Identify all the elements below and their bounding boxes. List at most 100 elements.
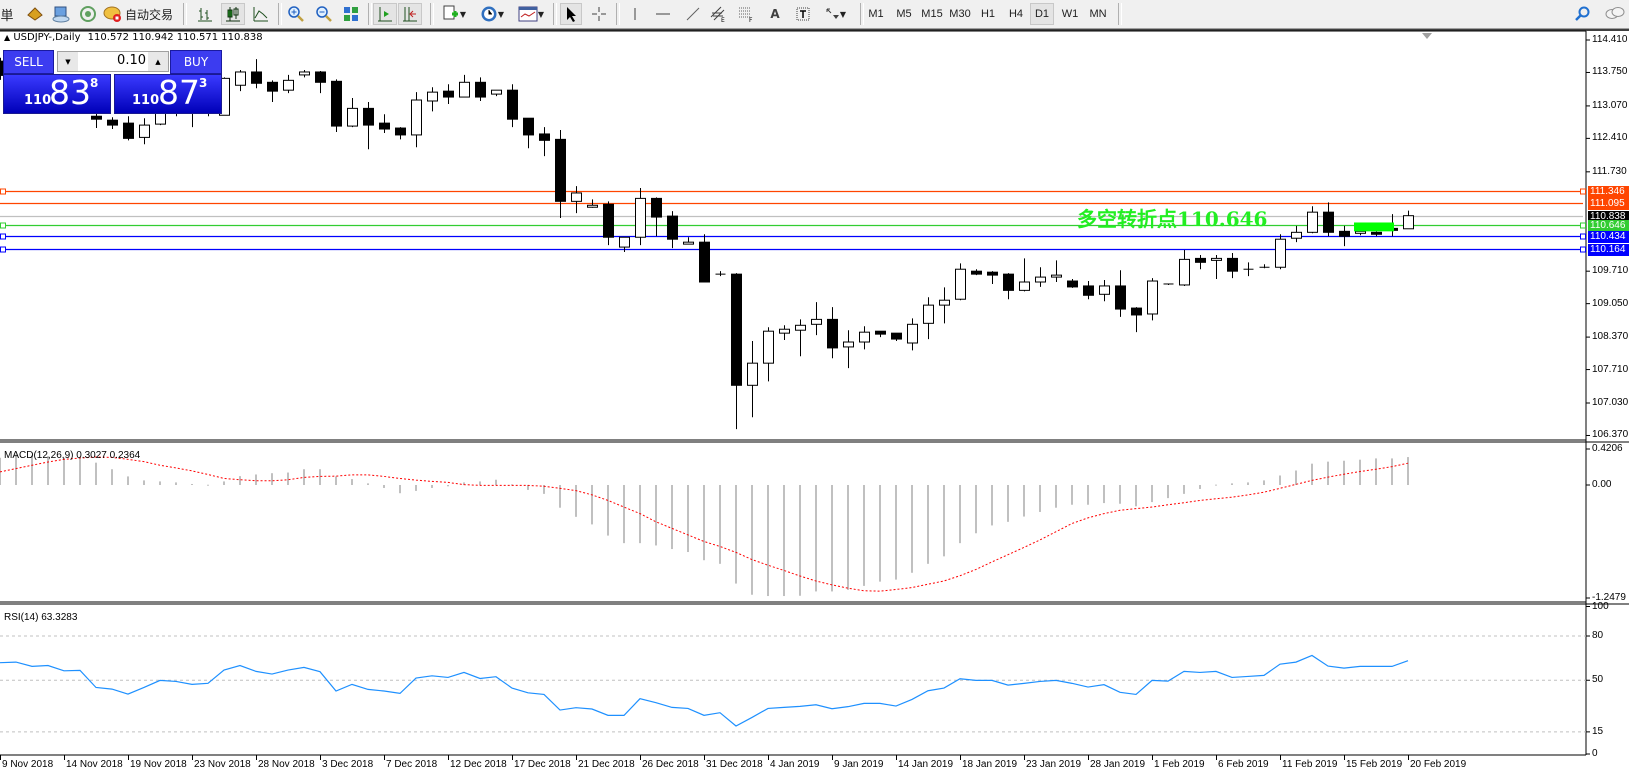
- candle: [1147, 278, 1158, 321]
- rectangle-object[interactable]: [1354, 222, 1394, 232]
- vertical-line-button[interactable]: [625, 3, 645, 25]
- timeframe-h4[interactable]: H4: [1008, 8, 1024, 20]
- pivot-annotation[interactable]: 多空转折点110.646: [1077, 207, 1268, 231]
- macd-bar: [559, 485, 561, 508]
- zoom-out-button[interactable]: [313, 3, 335, 25]
- equidistant-channel-button[interactable]: E: [707, 3, 729, 25]
- symbol-timeframe: USDJPY-,Daily: [13, 32, 81, 43]
- trendline-button[interactable]: [682, 3, 704, 25]
- candlestick-button[interactable]: [221, 3, 245, 25]
- lot-increase-button[interactable]: ▲: [148, 52, 168, 71]
- separator: [183, 3, 187, 25]
- level-anchor-left[interactable]: [0, 222, 6, 229]
- macd-bar: [319, 469, 321, 485]
- menu-button[interactable]: 単: [0, 8, 14, 24]
- level-anchor-right[interactable]: [1580, 246, 1586, 253]
- signal-icon[interactable]: [77, 3, 99, 25]
- candle: [859, 326, 870, 350]
- macd-bar: [31, 455, 33, 485]
- candle-body: [1211, 257, 1222, 261]
- lot-size-field[interactable]: ▼ 0.10 ▲: [57, 51, 169, 72]
- level-anchor-right[interactable]: [1580, 188, 1586, 195]
- timeframe-d1[interactable]: D1: [1030, 3, 1054, 25]
- candle: [1163, 283, 1174, 285]
- zoom-in-button[interactable]: [285, 3, 307, 25]
- book-icon[interactable]: [24, 3, 46, 25]
- bar-chart-button[interactable]: [194, 3, 216, 25]
- crosshair-icon: [592, 7, 606, 21]
- candle-body: [987, 271, 998, 276]
- indicators-button[interactable]: ▼: [437, 3, 471, 25]
- horizontal-line-button[interactable]: [652, 3, 674, 25]
- fibonacci-button[interactable]: F: [735, 3, 757, 25]
- candle-body: [139, 124, 150, 138]
- candle: [1371, 231, 1382, 237]
- timeframe-m5[interactable]: M5: [896, 8, 912, 20]
- candle: [923, 297, 934, 340]
- timeframe-m15[interactable]: M15: [921, 8, 943, 20]
- sell-button[interactable]: SELL: [3, 50, 54, 74]
- green-rectangle[interactable]: [1354, 222, 1394, 232]
- macd-bar: [255, 474, 257, 485]
- candle-body: [651, 197, 662, 218]
- candle: [363, 101, 374, 150]
- autotrading-button[interactable]: 自动交易: [103, 3, 177, 25]
- candle-body: [811, 318, 822, 325]
- lot-decrease-button[interactable]: ▼: [58, 52, 78, 71]
- timeframe-m1[interactable]: M1: [868, 8, 884, 20]
- buy-price[interactable]: 110 87 3: [114, 73, 222, 114]
- line-chart-button[interactable]: [250, 3, 272, 25]
- level-anchor-left[interactable]: [0, 188, 6, 195]
- level-anchor-left[interactable]: [0, 246, 6, 253]
- timeframe-m30[interactable]: M30: [949, 8, 971, 20]
- text-label-button[interactable]: [792, 3, 814, 25]
- candle: [331, 79, 342, 132]
- candle-body: [1195, 257, 1206, 263]
- templates-button[interactable]: ▼: [512, 3, 550, 25]
- collapse-triangle-icon[interactable]: ▲: [4, 33, 11, 42]
- candle-body: [251, 71, 262, 84]
- timeframe-mn[interactable]: MN: [1089, 8, 1107, 20]
- terminal-icon[interactable]: [50, 3, 72, 25]
- level-anchor-right[interactable]: [1580, 222, 1586, 229]
- tile-windows-button[interactable]: [340, 3, 362, 25]
- text-tool-button[interactable]: A: [765, 3, 785, 25]
- arrows-button[interactable]: ▼: [817, 3, 853, 25]
- macd-bar: [495, 479, 497, 485]
- candle-body: [827, 318, 838, 349]
- search-button[interactable]: [1572, 3, 1592, 25]
- svg-text:E: E: [721, 17, 725, 23]
- cursor-button[interactable]: [560, 3, 582, 25]
- candle-body: [395, 127, 406, 136]
- separator: [860, 3, 864, 25]
- candle-body: [1099, 285, 1110, 295]
- chart-shift-marker-icon[interactable]: [1422, 33, 1432, 39]
- crosshair-button[interactable]: [588, 3, 610, 25]
- buy-button[interactable]: BUY: [170, 50, 222, 74]
- template-icon: [518, 6, 538, 22]
- autotrading-label: 自动交易: [125, 7, 174, 22]
- timeframe-h1[interactable]: H1: [980, 8, 996, 20]
- macd-bar: [207, 484, 209, 486]
- time-label: 26 Dec 2018: [642, 759, 699, 770]
- horizontal-line-icon: [656, 13, 670, 15]
- candle-body: [331, 80, 342, 127]
- timeframe-w1[interactable]: W1: [1061, 8, 1079, 20]
- time-label: 7 Dec 2018: [386, 759, 438, 770]
- chart-shift-button[interactable]: [373, 3, 397, 25]
- candle: [1179, 250, 1190, 286]
- candle-body: [907, 323, 918, 344]
- time-label: 23 Nov 2018: [194, 759, 251, 770]
- candle: [795, 319, 806, 357]
- level-anchor-right[interactable]: [1580, 233, 1586, 240]
- chat-button[interactable]: [1604, 3, 1626, 25]
- autoscroll-button[interactable]: [398, 3, 422, 25]
- candle-body: [443, 90, 454, 98]
- one-click-trading-panel: SELL ▼ 0.10 ▲ BUY 110 83 8 110 87 3: [3, 50, 222, 114]
- candle-body: [507, 89, 518, 120]
- periods-button[interactable]: ▼: [475, 3, 509, 25]
- lot-size-value[interactable]: 0.10: [117, 53, 146, 68]
- sell-price[interactable]: 110 83 8: [3, 73, 111, 114]
- level-anchor-left[interactable]: [0, 233, 6, 240]
